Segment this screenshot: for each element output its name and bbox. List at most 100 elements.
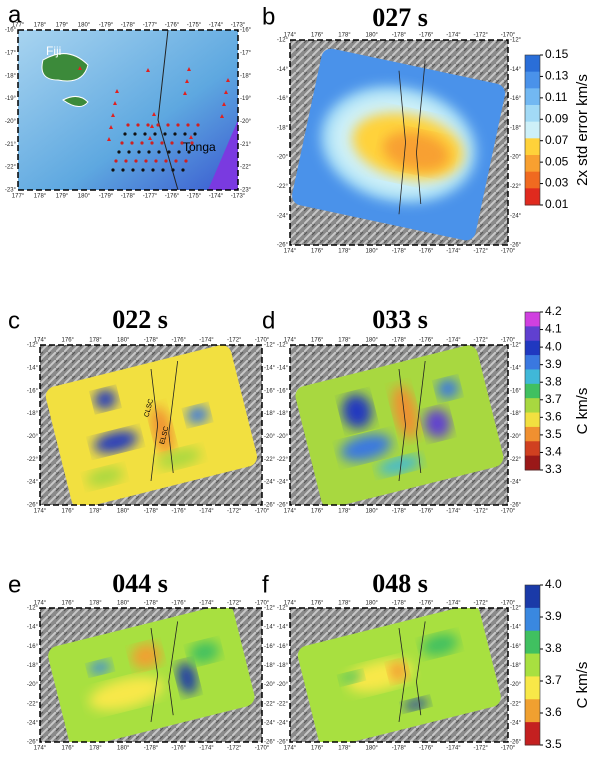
lon-tick-label: -177° [143,194,158,200]
lat-tick-label: -20° [264,434,276,440]
lat-tick-label: -12° [277,38,289,44]
lon-tick-label: 174° [34,509,47,515]
lat-tick-label: -14° [510,67,522,73]
station [131,168,135,172]
colorbar-label: C km/s [574,662,591,709]
colorbar-step [525,155,540,173]
colorbar-step [525,607,540,632]
lon-tick-label: 174° [284,33,297,39]
seismometer [189,135,193,139]
lon-tick-label: 178° [34,23,47,29]
lat-tick-label: -16° [27,388,39,394]
lat-tick-label: -23° [5,188,17,194]
map [18,30,238,190]
lat-tick-label: -20° [277,682,289,688]
lat-tick-label: -12° [510,606,522,612]
colorbar-step [525,455,540,471]
lat-tick-label: -20° [510,434,522,440]
station [134,159,138,163]
lon-tick-label: -174° [199,338,214,344]
lat-tick-label: -14° [27,365,39,371]
lat-tick-label: -20° [27,434,39,440]
station [187,150,191,154]
lat-tick-label: -22° [240,165,252,171]
lon-tick-label: 174° [284,509,297,515]
lat-tick-label: -26° [264,503,276,509]
lon-tick-label: -170° [501,338,516,344]
lat-tick-label: -20° [510,155,522,161]
colorbar-frame [524,311,541,471]
colorbar-tick-label: 3.7 [545,392,562,406]
lon-tick-label: -172° [474,249,489,255]
seismometer [115,89,119,93]
lon-tick-label: -175° [187,23,202,29]
lon-tick-label: 176° [311,746,324,752]
lon-tick-label: 178° [89,746,102,752]
station [133,132,137,136]
lat-tick-label: -22° [510,184,522,190]
fault [416,621,426,716]
station [117,150,121,154]
colorbar-tick-label: 3.8 [545,641,562,655]
anomaly [88,660,112,675]
colorbar-tick-label: 0.03 [545,176,569,190]
lon-tick-label: 178° [338,338,351,344]
panel-letter: c [8,307,20,334]
station [180,141,184,145]
colorbar-step [525,188,540,206]
lon-tick-label: -172° [474,338,489,344]
station [124,159,128,163]
colorbar-step [525,105,540,123]
lon-tick-label: -175° [187,194,202,200]
anomaly [403,698,429,711]
colorbar-tick-label: 3.8 [545,374,562,388]
anomaly [340,671,363,684]
lon-tick-label: -172° [227,746,242,752]
lon-tick-label: -174° [446,338,461,344]
anomaly [340,434,392,462]
station [173,132,177,136]
lat-tick-label: -12° [277,606,289,612]
colorbar-tick-label: 4.0 [545,339,562,353]
lon-tick-label: -178° [144,338,159,344]
colorbar-step [525,722,540,746]
seismometer [224,90,228,94]
lat-tick-label: -18° [277,125,289,131]
panel: d 033 s 174° 174° 176° 176° 178° 178° 180° 180° -1… [262,305,522,515]
station [144,159,148,163]
lon-tick-label: 174° [284,338,297,344]
lon-tick-label: -176° [419,249,434,255]
map-frame [289,607,509,743]
lon-tick-label: 176° [311,338,324,344]
anomaly [177,661,198,695]
lat-tick-label: -18° [264,663,276,669]
station [146,123,150,127]
station [167,150,171,154]
lon-tick-label: 176° [62,509,75,515]
lon-tick-label: -172° [227,338,242,344]
colorbar-tick-label: 0.13 [545,69,569,83]
lon-tick-label: -176° [172,509,187,515]
colorbar-step [525,412,540,428]
lon-tick-label: -174° [446,249,461,255]
lon-tick-label: 174° [34,338,47,344]
lon-tick-label: -176° [165,194,180,200]
lat-tick-label: -24° [510,480,522,486]
lat-tick-label: -14° [510,625,522,631]
lon-tick-label: -170° [501,509,516,515]
lon-tick-label: -170° [501,746,516,752]
panel-letter: f [262,571,269,598]
lat-tick-label: -14° [277,365,289,371]
seismometer [113,101,117,105]
colorbar-tick-label: 3.4 [545,445,562,459]
lon-tick-label: -179° [99,23,114,29]
lon-tick-label: -176° [165,23,180,29]
anomaly [93,430,139,454]
lat-tick-label: -20° [277,434,289,440]
colorbar-tick-label: 0.07 [545,133,569,147]
lon-tick-label: 180° [366,249,379,255]
colorbar-step [525,88,540,106]
lon-tick-label: -173° [231,194,246,200]
lon-tick-label: 180° [78,23,91,29]
